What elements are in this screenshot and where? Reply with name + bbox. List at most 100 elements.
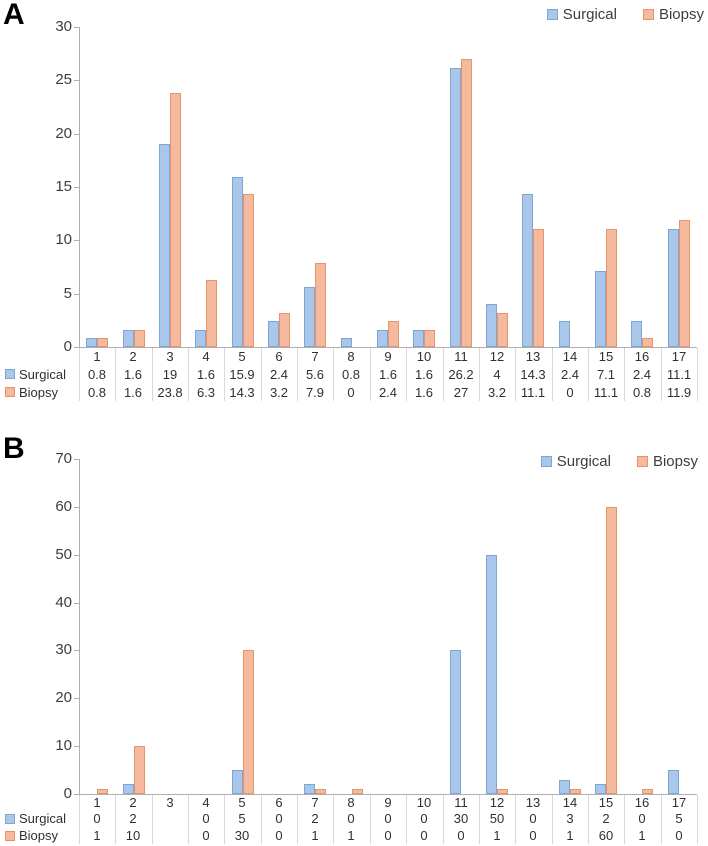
bar-biopsy-cat5 [243,650,254,794]
y-tick-mark [74,746,79,747]
legend-swatch-biopsy [636,456,648,467]
bar-surgical-cat5 [232,177,243,347]
legend-b: Surgical Biopsy [540,453,698,470]
x-axis-line [79,347,697,348]
table-header-cell: 9 [384,348,392,364]
table-grid-line [697,348,698,401]
y-tick-mark [74,555,79,556]
bar-surgical-cat10 [413,330,424,347]
bar-surgical-cat9 [377,330,388,347]
table-header-cell: 2 [129,348,137,364]
bar-biopsy-cat2 [134,746,145,794]
table-header-cell: 11 [454,348,468,364]
table-value-cell: 3 [566,811,574,826]
legend-item-biopsy: Biopsy [642,6,704,23]
bar-biopsy-cat15 [606,507,617,794]
y-tick-mark [74,794,79,795]
table-header-cell: 7 [311,794,319,810]
bar-biopsy-cat7 [315,263,326,347]
table-value-cell: 2 [602,811,610,826]
table-header-cell: 14 [562,794,578,810]
table-swatch-biopsy [5,830,15,841]
table-row-name: Biopsy [19,828,59,843]
table-value-cell: 2.4 [560,366,580,382]
legend-swatch-biopsy [642,9,654,20]
table-value-cell: 0 [420,811,428,826]
table-row-label-surgical: Surgical [5,365,66,383]
table-grid-line [79,348,80,401]
bar-surgical-cat6 [268,321,279,347]
y-tick-label: 30 [55,18,72,35]
table-header-cell: 6 [275,348,283,364]
table-grid-line [552,348,553,401]
y-tick-label: 70 [55,450,72,467]
table-value-cell: 11.1 [520,384,546,400]
y-tick-label: 0 [63,785,72,802]
y-tick-mark [74,698,79,699]
table-header-cell: 5 [238,348,246,364]
table-value-cell: 3.2 [269,384,289,400]
y-tick-mark [74,507,79,508]
table-value-cell: 26.2 [448,366,474,382]
table-header-cell: 8 [347,348,355,364]
table-value-cell: 19 [162,366,178,382]
table-header-cell: 17 [671,348,687,364]
table-value-cell: 0.8 [341,366,361,382]
table-grid-line [297,795,298,844]
table-value-cell: 0 [347,384,355,400]
table-header-cell: 9 [384,794,392,810]
table-value-cell: 5 [238,811,246,826]
y-tick-label: 5 [63,285,72,302]
table-value-cell: 11.9 [666,384,692,400]
table-value-cell: 11.1 [593,384,619,400]
bar-biopsy-cat9 [388,321,399,347]
bar-surgical-cat17 [668,770,679,794]
bar-surgical-cat14 [559,780,570,794]
bar-biopsy-cat17 [679,220,690,347]
table-header-cell: 13 [525,794,541,810]
table-value-cell: 0 [566,384,574,400]
table-value-cell: 30 [234,828,250,843]
bar-biopsy-cat1 [97,789,108,794]
bar-surgical-cat15 [595,784,606,794]
table-grid-line [152,795,153,844]
table-header-cell: 11 [454,794,468,810]
table-header-cell: 4 [202,794,210,810]
legend-label-biopsy: Biopsy [658,6,704,23]
table-header-cell: 16 [634,794,650,810]
table-value-cell: 0 [202,828,210,843]
table-row-label-surgical: Surgical [5,810,66,827]
table-header-cell: 13 [525,348,541,364]
x-axis-line [79,794,697,795]
table-grid-line [588,795,589,844]
bar-surgical-cat12 [486,555,497,794]
y-tick-mark [74,650,79,651]
bar-biopsy-cat7 [315,789,326,794]
table-value-cell: 3.2 [487,384,507,400]
y-tick-mark [74,603,79,604]
y-tick-label: 30 [55,641,72,658]
table-grid-line [406,795,407,844]
panel-letter-b: B [3,432,25,465]
table-header-cell: 1 [93,794,101,810]
bar-surgical-cat16 [631,321,642,347]
table-grid-line [79,795,80,844]
table-header-cell: 10 [416,348,432,364]
table-value-cell: 27 [453,384,469,400]
panel-letter-a: A [3,0,25,31]
table-grid-line [297,348,298,401]
bar-surgical-cat5 [232,770,243,794]
table-value-cell: 0 [93,811,101,826]
bar-surgical-cat17 [668,229,679,347]
y-tick-label: 50 [55,546,72,563]
bar-surgical-cat2 [123,330,134,347]
bar-biopsy-cat6 [279,313,290,347]
y-tick-label: 20 [55,125,72,142]
table-row-name: Biopsy [19,384,59,400]
table-grid-line [661,348,662,401]
y-tick-mark [74,347,79,348]
table-swatch-surgical [5,369,15,379]
table-header-cell: 15 [598,794,614,810]
table-grid-line [152,348,153,401]
